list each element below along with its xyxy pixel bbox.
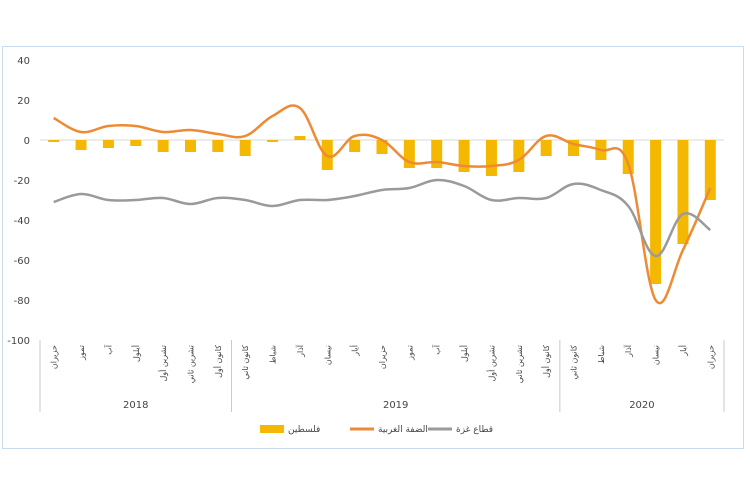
bar (540, 140, 552, 156)
bar (102, 140, 114, 148)
bar (75, 140, 87, 150)
legend-label: فلسطين (288, 425, 320, 435)
y-tick-label: -40 (14, 216, 30, 227)
year-label: 2020 (629, 400, 654, 411)
x-tick-label: أيلول (459, 345, 469, 362)
x-tick-label: آذار (295, 344, 305, 358)
bar (485, 140, 497, 176)
x-axis: حزيران تموز آب أيلول تشرين أول تشرين ثاني كانو… (39, 340, 725, 412)
x-tick-label: أيار (678, 345, 688, 357)
bar (267, 140, 279, 142)
x-tick-label: آب (432, 344, 442, 355)
bar (568, 140, 580, 156)
x-tick-label: كانون ثاني (241, 345, 250, 380)
y-tick-label: -100 (7, 336, 30, 347)
line-west-bank (53, 104, 712, 305)
x-tick-label: تشرين ثاني (186, 345, 195, 383)
y-tick-label: -20 (14, 176, 30, 187)
x-tick-label: حزيران (378, 345, 387, 369)
bar (458, 140, 470, 172)
line-series (53, 104, 712, 305)
bar (184, 140, 196, 152)
y-tick-label: -60 (14, 256, 30, 267)
x-tick-label: حزيران (50, 345, 59, 369)
line-gaza (53, 178, 712, 258)
x-tick-label: آب (103, 344, 113, 355)
y-tick-label: -80 (14, 296, 30, 307)
bar (239, 140, 251, 156)
x-tick-label: أيار (350, 345, 360, 357)
x-tick-label: كانون أول (541, 345, 551, 378)
bar (349, 140, 361, 152)
legend: فلسطين الضفة الغربية قطاع غزة (260, 425, 493, 435)
x-tick-label: حزيران (706, 345, 715, 369)
legend-swatch (260, 425, 284, 433)
bar (704, 140, 716, 200)
bar (677, 140, 689, 244)
bar (431, 140, 443, 168)
x-tick-label: كانون ثاني (570, 345, 579, 380)
x-tick-label: تشرين ثاني (515, 345, 524, 383)
legend-label: قطاع غزة (456, 425, 493, 435)
bar-series-palestine (48, 136, 716, 284)
chart-frame (2, 46, 744, 449)
bar (48, 140, 60, 142)
bar (212, 140, 224, 152)
bar (294, 136, 306, 140)
year-label: 2018 (123, 400, 148, 411)
x-tick-label: أيلول (131, 345, 141, 362)
bar (403, 140, 415, 168)
x-tick-label: شباط (269, 345, 278, 364)
bar (130, 140, 142, 146)
bar (157, 140, 169, 152)
y-tick-label: 20 (17, 96, 30, 107)
bar (376, 140, 388, 154)
x-tick-label: تشرين أول (158, 345, 168, 382)
x-tick-label: كانون أول (213, 345, 223, 378)
y-tick-label: 0 (24, 136, 30, 147)
year-label: 2019 (383, 400, 408, 411)
bar (513, 140, 525, 172)
legend-label: الضفة الغربية (378, 425, 428, 435)
bar (650, 140, 662, 284)
x-tick-label: تموز (77, 345, 86, 361)
x-tick-label: نيسان (652, 345, 661, 365)
x-tick-label: شباط (597, 345, 606, 364)
y-tick-label: 40 (17, 56, 30, 67)
x-tick-label: نيسان (323, 345, 332, 365)
x-tick-label: تشرين أول (486, 345, 496, 382)
x-tick-label: تموز (405, 345, 414, 361)
bar (622, 140, 634, 174)
x-tick-label: آذار (623, 344, 633, 358)
